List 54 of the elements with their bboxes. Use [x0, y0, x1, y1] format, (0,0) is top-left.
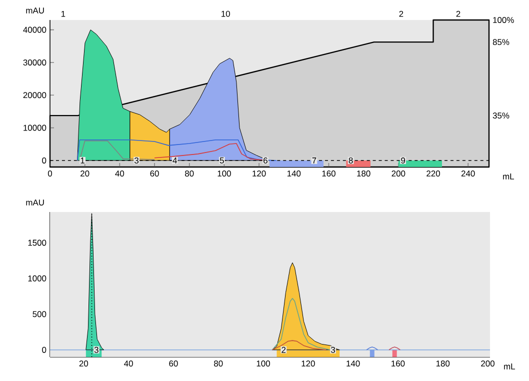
annotation: 1	[80, 158, 84, 164]
x-tick-label: 40	[124, 360, 133, 367]
text: 1	[61, 10, 66, 17]
x-tick-label: 180	[436, 360, 450, 367]
annotation: 5	[220, 158, 224, 164]
x-tick-label: 20	[80, 170, 90, 177]
annotation: 4	[172, 158, 177, 164]
annotation: 6	[264, 157, 268, 164]
x-tick-label: 120	[302, 360, 315, 367]
annotation: 7	[312, 158, 316, 164]
x-tick-label: 120	[252, 170, 266, 177]
y-tick-label: 500	[32, 311, 46, 318]
y-tick-label: 10000	[24, 124, 46, 131]
annotation: 2	[282, 346, 286, 353]
y2-tick-label: 85%	[492, 39, 510, 46]
y2-tick-label: 100%	[493, 17, 514, 23]
x-tick-label: 160	[322, 170, 336, 177]
x-tick-label: 100	[218, 170, 231, 177]
x-tick-label: 40	[115, 170, 124, 177]
x-tick-label: 100	[256, 360, 270, 367]
annotation: 8	[348, 157, 353, 164]
x-axis-title: mL	[503, 174, 514, 180]
annotation: 9	[401, 157, 406, 164]
text: 2	[456, 10, 460, 17]
annotation: 3	[134, 157, 139, 164]
x-tick-label: 200	[392, 170, 406, 177]
x-tick-label: 20	[79, 360, 88, 367]
x-tick-label: 200	[481, 360, 494, 367]
x-tick-label: 60	[150, 170, 159, 177]
y-tick-label: 40000	[23, 26, 46, 33]
text: 10	[222, 10, 230, 17]
x-tick-label: 240	[461, 170, 475, 177]
x-tick-label: 80	[185, 170, 194, 177]
annotation: 3	[94, 346, 98, 353]
x-tick-label: 180	[357, 170, 370, 177]
y-tick-label: 1000	[28, 275, 46, 282]
x-tick-label: 160	[392, 360, 405, 367]
text: 2	[399, 10, 404, 17]
y-axis-title: mAU	[26, 200, 44, 206]
y-tick-label: 30000	[23, 59, 46, 66]
x-tick-label: 60	[169, 360, 178, 367]
x-axis-title: mL	[504, 364, 515, 370]
y-tick-label: 0	[42, 346, 46, 353]
y2-tick-label: 35%	[492, 112, 510, 119]
y-tick-label: 20000	[23, 92, 46, 98]
x-tick-label: 220	[426, 170, 440, 177]
y-axis-title: mAU	[26, 8, 44, 14]
annotation: 3	[331, 346, 336, 353]
x-tick-label: 140	[346, 360, 360, 367]
x-tick-label: 0	[48, 170, 52, 177]
x-tick-label: 80	[214, 360, 223, 367]
x-tick-label: 140	[287, 170, 301, 177]
y-tick-label: 1500	[28, 240, 46, 246]
y-tick-label: 0	[42, 157, 46, 164]
